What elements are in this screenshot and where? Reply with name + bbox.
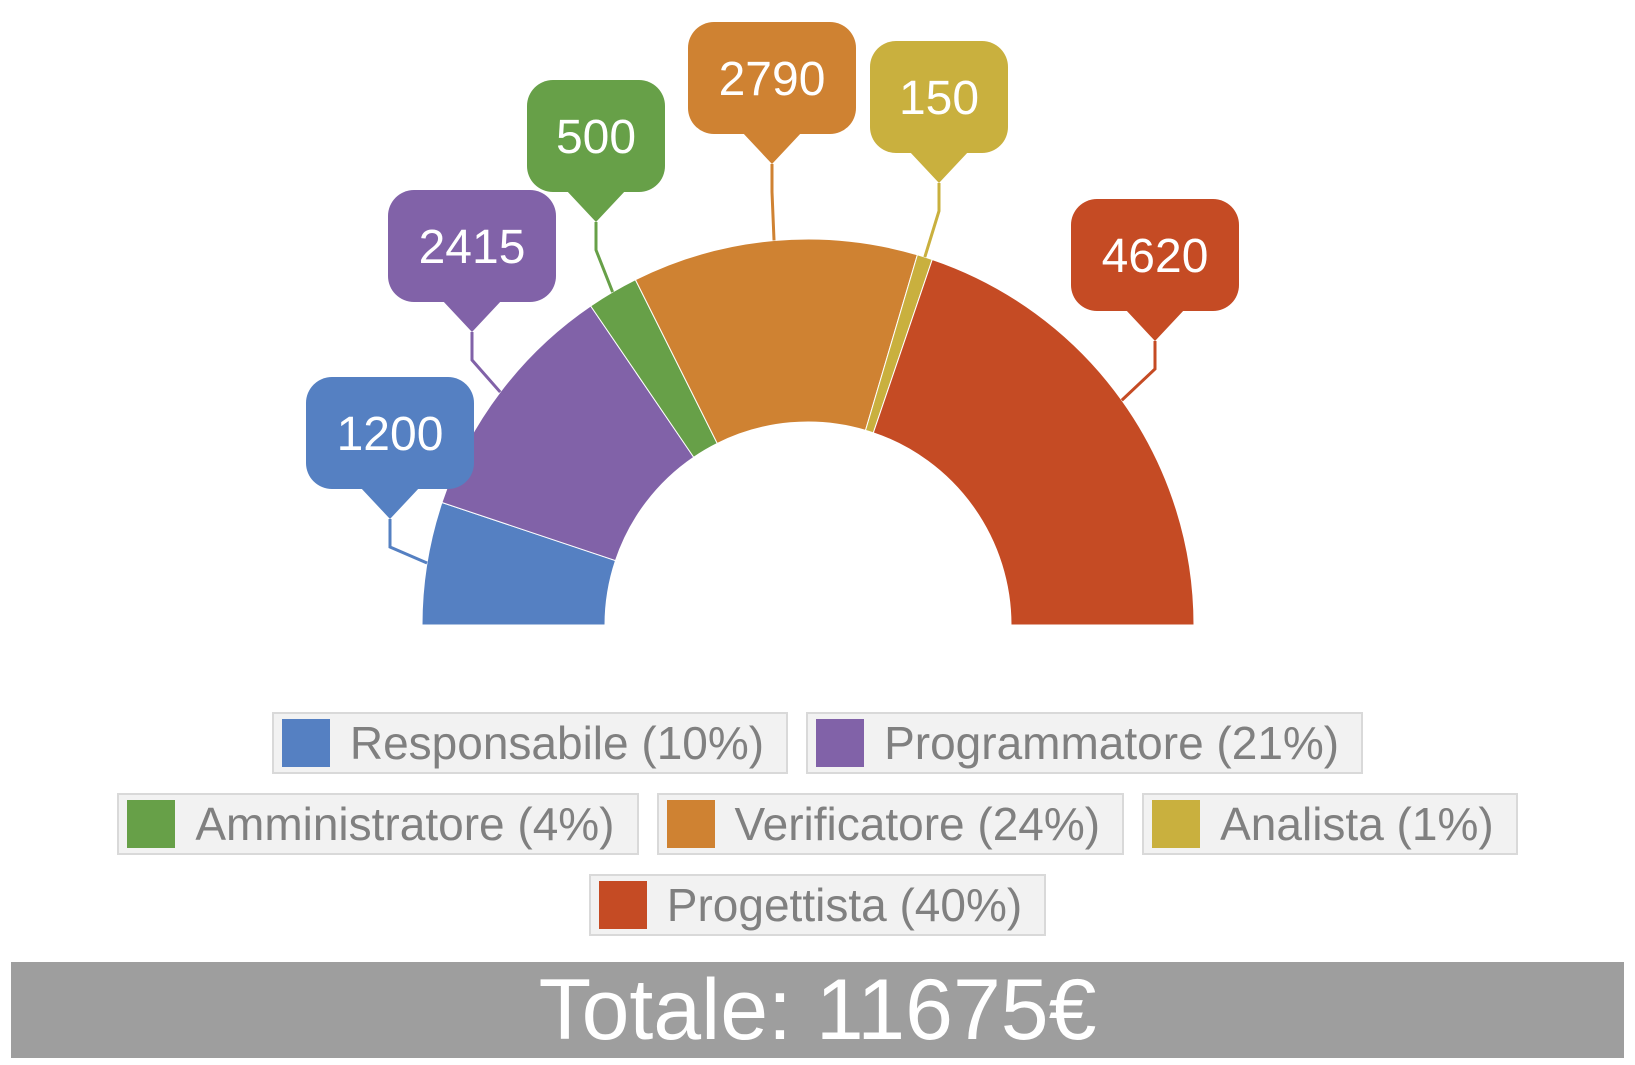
data-label-verificatore: 2790 xyxy=(688,22,856,164)
legend-label-responsabile: Responsabile (10%) xyxy=(349,717,765,769)
data-label-progettista: 4620 xyxy=(1071,199,1239,341)
legend-label-programmatore: Programmatore (21%) xyxy=(884,717,1340,769)
legend-label-progettista: Progettista (40%) xyxy=(666,879,1023,931)
slice-progettista[interactable] xyxy=(872,258,1195,626)
data-label-box xyxy=(1071,199,1239,311)
data-label-amministratore: 500 xyxy=(527,80,665,222)
total-bar: Totale: 11675€ xyxy=(11,962,1624,1058)
data-label-text: 2415 xyxy=(419,221,526,274)
leader-line-amministratore xyxy=(594,222,615,293)
legend-swatch-analista xyxy=(1152,800,1201,848)
legend-swatch-progettista xyxy=(598,881,647,929)
legend-item-responsabile[interactable]: Responsabile (10%) xyxy=(271,712,789,774)
total-value: Totale: 11675€ xyxy=(538,962,1097,1058)
leader-line-verificatore xyxy=(770,164,776,241)
data-label-box xyxy=(388,190,556,302)
legend-label-verificatore: Verificatore (24%) xyxy=(734,798,1101,850)
data-label-text: 4620 xyxy=(1102,230,1209,283)
data-label-pointer xyxy=(566,190,626,222)
legend-swatch-verificatore xyxy=(666,800,715,848)
data-label-analista: 150 xyxy=(870,41,1008,183)
legend-item-programmatore[interactable]: Programmatore (21%) xyxy=(806,712,1364,774)
data-label-text: 150 xyxy=(899,72,979,125)
legend-item-amministratore[interactable]: Amministratore (4%) xyxy=(117,793,639,855)
data-label-pointer xyxy=(360,487,420,519)
slice-verificatore[interactable] xyxy=(634,238,918,445)
legend-item-analista[interactable]: Analista (1%) xyxy=(1142,793,1518,855)
legend-item-progettista[interactable]: Progettista (40%) xyxy=(588,874,1047,936)
data-label-box xyxy=(527,80,665,192)
legend-row-2: Amministratore (4%) Verificatore (24%) A… xyxy=(0,793,1635,855)
legend-label-amministratore: Amministratore (4%) xyxy=(195,798,615,850)
data-label-programmatore: 2415 xyxy=(388,190,556,332)
leader-line-progettista xyxy=(1120,341,1157,402)
half-donut-chart: 1200 2415 500 2790 150 4620 xyxy=(306,22,1239,626)
data-label-box xyxy=(870,41,1008,153)
legend-swatch-responsabile xyxy=(281,719,330,767)
data-label-pointer xyxy=(742,132,802,164)
legend-label-analista: Analista (1%) xyxy=(1220,798,1494,850)
data-label-text: 500 xyxy=(556,111,636,164)
data-label-text: 2790 xyxy=(719,53,826,106)
legend-swatch-amministratore xyxy=(127,800,176,848)
legend-item-verificatore[interactable]: Verificatore (24%) xyxy=(656,793,1125,855)
data-label-pointer xyxy=(1125,309,1185,341)
leader-line-analista xyxy=(923,183,941,258)
data-label-responsabile: 1200 xyxy=(306,377,474,519)
leader-line-programmatore xyxy=(470,332,502,394)
legend-row-3: Progettista (40%) xyxy=(0,874,1635,936)
legend-swatch-programmatore xyxy=(816,719,865,767)
legend-row-1: Responsabile (10%) Programmatore (21%) xyxy=(0,712,1635,774)
data-label-box xyxy=(306,377,474,489)
data-label-pointer xyxy=(909,151,969,183)
data-label-pointer xyxy=(442,300,502,332)
data-label-box xyxy=(688,22,856,134)
leader-line-responsabile xyxy=(388,519,428,565)
data-label-text: 1200 xyxy=(337,408,444,461)
